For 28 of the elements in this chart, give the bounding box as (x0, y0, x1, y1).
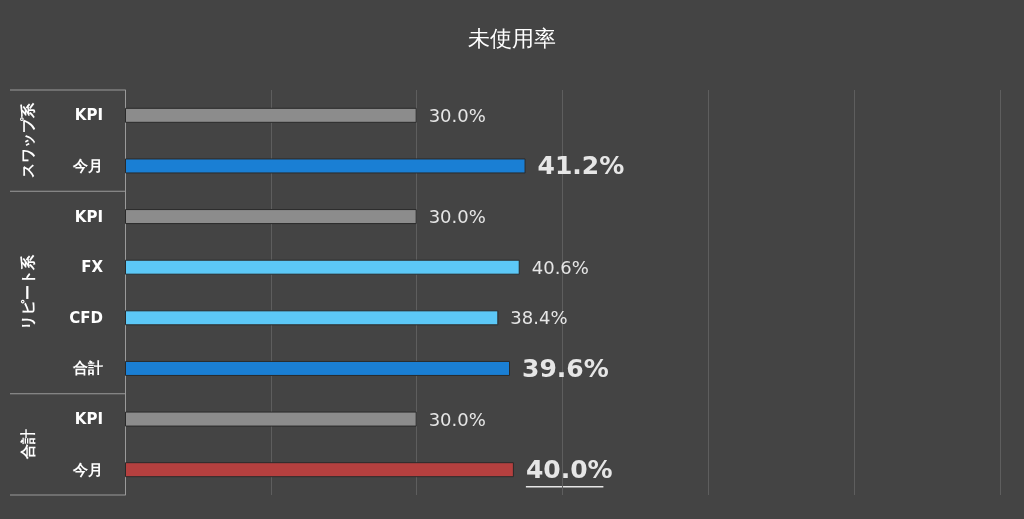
data-label: 30.0% (428, 104, 486, 126)
y-tick-label: 今月 (72, 156, 103, 175)
data-label: 30.0% (428, 408, 486, 430)
y-tick-label: 合計 (72, 359, 103, 378)
y-tick-label: KPI (74, 106, 103, 125)
bar (125, 158, 526, 174)
data-label: 40.0% (525, 455, 613, 485)
text: スワップ系 (19, 102, 37, 179)
data-label: 41.2% (537, 151, 625, 181)
y-tick-label: CFD (69, 308, 103, 327)
bar (125, 259, 520, 275)
chart-title: 未使用率 (468, 25, 556, 51)
bar (125, 107, 417, 123)
y-tick-label: KPI (74, 410, 103, 429)
y-tick-label: FX (81, 258, 104, 277)
text: リピート系 (19, 254, 37, 330)
bar (125, 310, 499, 326)
data-label: 38.4% (510, 307, 568, 329)
bar (125, 209, 417, 225)
data-label: 40.6% (531, 256, 589, 278)
data-label: 39.6% (522, 353, 609, 383)
text: 合計 (19, 429, 37, 461)
bar (125, 411, 417, 427)
y-tick-label: 今月 (72, 460, 103, 479)
data-label: 30.0% (428, 206, 486, 228)
bar (125, 462, 514, 478)
bar (125, 360, 510, 376)
y-tick-label: KPI (74, 207, 103, 226)
